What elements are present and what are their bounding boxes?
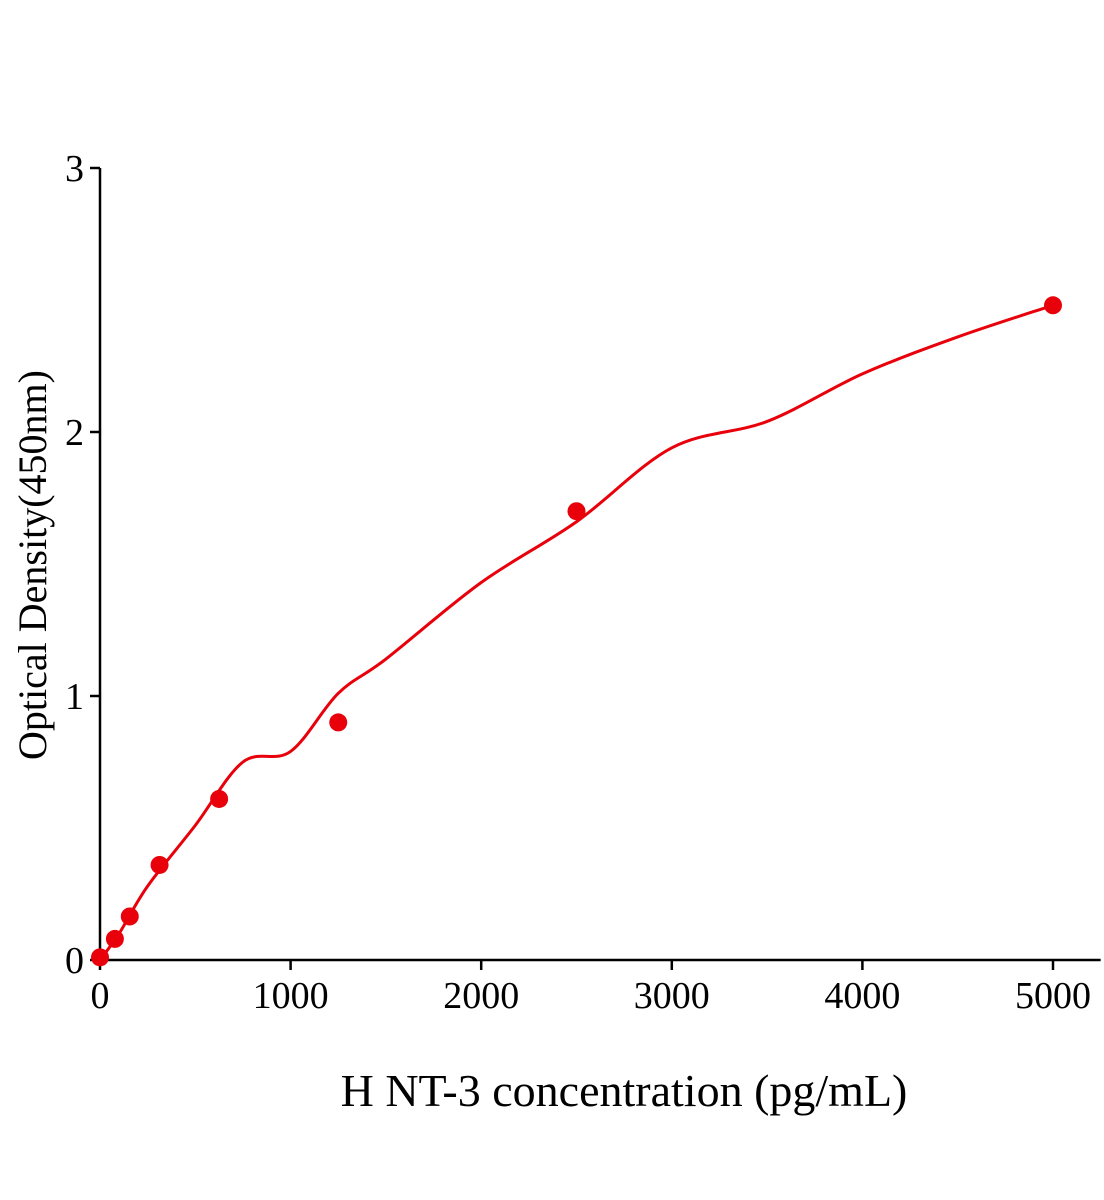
data-point — [1044, 296, 1062, 315]
data-point — [91, 948, 109, 967]
y-tick-label: 1 — [65, 676, 84, 718]
x-tick-label: 4000 — [824, 975, 900, 1017]
data-point — [120, 907, 139, 926]
y-tick-label: 0 — [65, 940, 84, 982]
axes: 0 1000 2000 3000 4000 5000 0 1 2 3 — [65, 148, 1101, 1017]
data-point — [329, 713, 348, 732]
x-tick-label: 1000 — [253, 975, 329, 1017]
fit-curve — [98, 303, 1054, 961]
y-tick-label: 3 — [65, 148, 84, 190]
data-point — [150, 855, 169, 874]
x-axis-label: H NT-3 concentration (pg/mL) — [341, 1065, 908, 1116]
y-axis-label: Optical Density(450nm) — [10, 370, 55, 760]
x-tick-label: 2000 — [443, 975, 519, 1017]
x-tick-label: 0 — [91, 975, 110, 1017]
x-tick-label: 5000 — [1015, 975, 1091, 1017]
y-tick-label: 2 — [65, 412, 84, 454]
data-points — [91, 296, 1062, 967]
data-point — [210, 789, 229, 808]
data-point — [105, 929, 124, 948]
x-tick-label: 3000 — [634, 975, 710, 1017]
data-point — [567, 502, 586, 521]
